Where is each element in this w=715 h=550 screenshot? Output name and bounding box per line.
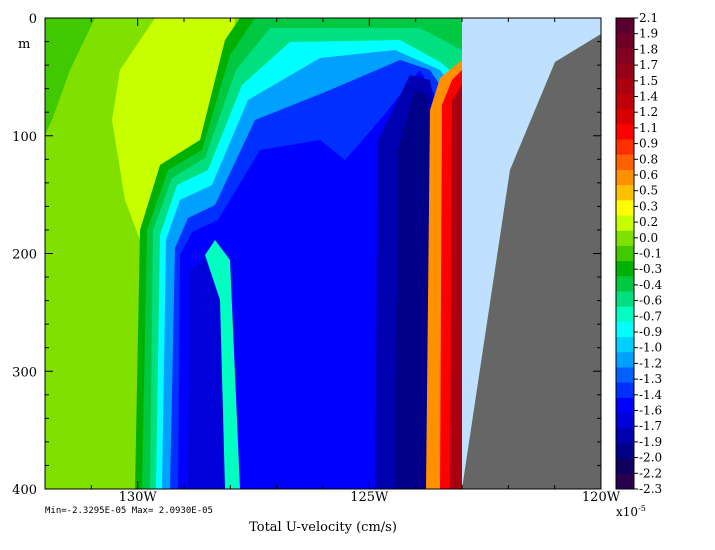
- colorbar-swatch: [616, 382, 634, 399]
- colorbar-swatch: [616, 352, 634, 368]
- colorbar-label: -0.4: [639, 278, 663, 292]
- colorbar-exponent-power: -5: [638, 504, 646, 513]
- colorbar-label: 0.6: [639, 168, 658, 182]
- field-core-split: [205, 240, 240, 489]
- colorbar-swatch: [616, 291, 634, 308]
- colorbar-label: -2.2: [639, 466, 662, 480]
- colorbar-swatch: [616, 321, 634, 338]
- y-tick-label: 100: [12, 130, 37, 145]
- colorbar-swatch: [616, 428, 634, 444]
- field-band-8: [188, 260, 225, 489]
- plot-area: [45, 18, 601, 489]
- x-axis: 130W 125W 120W: [44, 18, 621, 505]
- colorbar-label: 1.5: [639, 74, 658, 88]
- field-patch-plume: [112, 18, 235, 240]
- colorbar-label: -0.9: [639, 325, 662, 339]
- colorbar-label: -1.9: [639, 435, 662, 449]
- colorbar-swatch: [616, 33, 634, 49]
- colorbar-swatch: [616, 473, 634, 490]
- colorbar-label: 0.5: [639, 184, 658, 198]
- colorbar-label: -0.7: [639, 309, 662, 323]
- colorbar-label: 0.9: [639, 137, 658, 151]
- colorbar-label: -1.3: [639, 372, 662, 386]
- colorbar-label: 1.4: [639, 90, 658, 104]
- colorbar-label: 0.3: [639, 199, 658, 213]
- colorbar-label: -0.3: [639, 262, 662, 276]
- colorbar-swatch: [616, 185, 634, 201]
- colorbar-label: -0.6: [639, 294, 662, 308]
- colorbar-label: 0.8: [639, 152, 658, 166]
- y-axis: 0 100 200 300 400: [12, 12, 601, 498]
- colorbar-swatch: [616, 245, 634, 262]
- colorbar-swatch: [616, 93, 634, 110]
- colorbar-label: 1.1: [639, 121, 658, 135]
- front-darkred: [450, 85, 462, 489]
- missing-data-region: [462, 18, 601, 489]
- colorbar-swatch: [616, 458, 634, 475]
- colorbar-label: 1.2: [639, 105, 658, 119]
- colorbar-swatch: [616, 261, 634, 277]
- colorbar-swatch: [616, 109, 634, 125]
- colorbar-swatch: [616, 169, 634, 186]
- colorbar-swatch: [616, 337, 634, 353]
- colorbar-swatch: [616, 139, 634, 156]
- colorbar-label: 1.7: [639, 58, 658, 72]
- stats-text: Min=-2.3295E-05 Max= 2.0930E-05: [45, 506, 213, 516]
- colorbar-swatch: [616, 78, 634, 95]
- x-tick-label: 130W: [119, 490, 158, 505]
- colorbar-label: -1.4: [639, 388, 663, 402]
- colorbar-swatch: [616, 230, 634, 247]
- colorbar-label: 0.0: [639, 231, 658, 245]
- colorbar-label: -1.7: [639, 419, 662, 433]
- colorbar-swatch: [616, 48, 634, 65]
- x-tick-label: 125W: [350, 490, 389, 505]
- chart-title: Total U-velocity (cm/s): [249, 520, 397, 535]
- x-tick-label: 120W: [582, 490, 621, 505]
- y-tick-label: 0: [29, 12, 37, 27]
- colorbar-label: -2.0: [639, 451, 662, 465]
- colorbar-swatch: [616, 200, 634, 217]
- colorbar-label: 1.8: [639, 42, 658, 56]
- colorbar: 2.1 1.91.8 1.7 1.5 1.41.2 1.1 0.90.8 0.6 0.50.3 0…: [615, 11, 663, 496]
- colorbar-label: -1.6: [639, 404, 662, 418]
- y-tick-label: 400: [12, 483, 37, 498]
- colorbar-swatch: [616, 124, 634, 141]
- colorbar-exponent-base: x10: [616, 505, 638, 519]
- y-tick-label: 300: [12, 365, 37, 380]
- colorbar-swatch: [616, 63, 634, 80]
- colorbar-label: -2.3: [639, 482, 662, 496]
- colorbar-swatch: [616, 443, 634, 460]
- colorbar-swatch: [616, 215, 634, 232]
- land-mask: [462, 34, 601, 489]
- colorbar-swatch: [616, 413, 634, 429]
- colorbar-label: -0.1: [639, 247, 662, 261]
- colorbar-exponent: x10-5: [616, 504, 646, 519]
- colorbar-swatch: [616, 18, 634, 34]
- field-patch-upper-left: [45, 18, 95, 135]
- colorbar-swatch: [616, 276, 634, 292]
- colorbar-swatch: [616, 397, 634, 414]
- field-band-10: [395, 90, 432, 489]
- y-axis-label: m: [18, 37, 30, 52]
- colorbar-label: -1.2: [639, 356, 662, 370]
- colorbar-swatch: [616, 306, 634, 323]
- colorbar-label: 2.1: [639, 11, 658, 25]
- colorbar-swatch: [616, 367, 634, 384]
- colorbar-label: -1.0: [639, 341, 662, 355]
- colorbar-label: 1.9: [639, 27, 658, 41]
- y-tick-label: 200: [12, 248, 37, 263]
- colorbar-swatch: [616, 154, 634, 171]
- colorbar-label: 0.2: [639, 215, 658, 229]
